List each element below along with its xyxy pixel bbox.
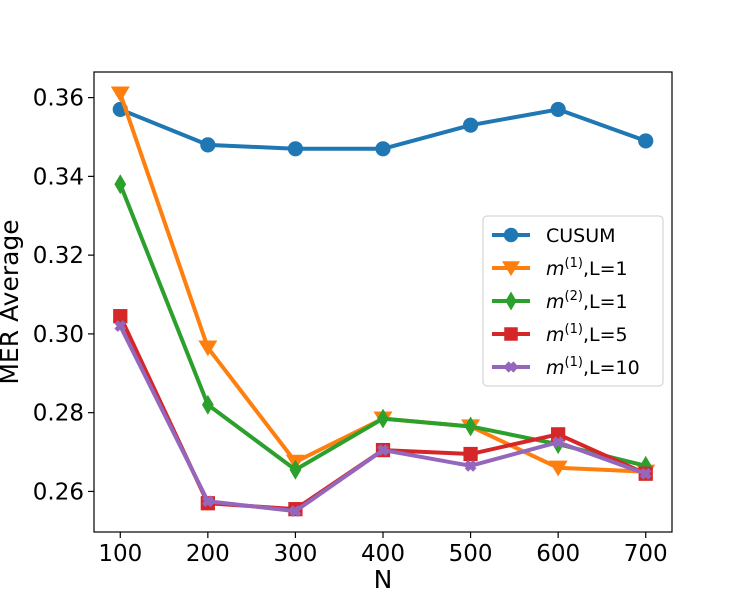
legend-box [482, 215, 664, 387]
data-point [464, 459, 477, 472]
data-point [462, 117, 479, 133]
data-point [548, 460, 568, 477]
x-tick-label: 400 [361, 541, 405, 567]
data-point [289, 505, 302, 518]
data-point [375, 141, 391, 157]
y-tick-label: 0.36 [33, 86, 84, 112]
legend-label: m(1),L=1 [546, 256, 628, 280]
legend-label: m(2),L=1 [546, 289, 628, 313]
data-point [639, 467, 652, 480]
series-4 [114, 320, 652, 518]
data-point [198, 340, 218, 357]
legend-marker [505, 361, 517, 373]
legend-label: m(1),L=5 [546, 322, 628, 346]
data-point [552, 436, 565, 449]
x-axis-label: N [374, 565, 393, 594]
legend-marker [502, 261, 520, 277]
x-tick-label: 100 [98, 541, 142, 567]
data-point [377, 444, 389, 456]
x-tick-label: 600 [536, 541, 580, 567]
y-tick-label: 0.28 [33, 401, 84, 427]
x-tick-label: 200 [186, 541, 230, 567]
series-0 [112, 101, 654, 157]
legend-entry: CUSUM [492, 225, 616, 247]
data-point [114, 174, 127, 195]
data-point [110, 86, 130, 103]
legend-entry: m(1),L=1 [492, 256, 628, 280]
axes: 100 200 300 400 500 600 700 0.26 0.28 0.30 0.32 0.3… [33, 71, 673, 567]
series-layer [110, 86, 656, 518]
data-point [287, 141, 304, 157]
x-tick-label: 500 [449, 541, 493, 567]
data-point [201, 394, 214, 415]
data-point [638, 133, 654, 149]
legend-marker [503, 227, 519, 243]
data-point [464, 416, 477, 437]
data-point [550, 101, 566, 118]
y-tick-label: 0.34 [33, 164, 84, 190]
data-point [377, 408, 389, 429]
legend-label: m(1),L=10 [546, 355, 640, 379]
legend-entry: m(2),L=1 [492, 289, 628, 313]
data-point [463, 446, 478, 462]
x-tick-label: 700 [624, 541, 668, 567]
y-axis-label: MER Average [0, 219, 24, 384]
data-point [113, 309, 128, 324]
legend-entry: m(1),L=10 [492, 355, 640, 379]
data-point [200, 137, 216, 153]
legend-entry: m(1),L=5 [492, 322, 628, 346]
y-tick-label: 0.32 [33, 243, 84, 269]
data-point [114, 320, 127, 332]
y-tick-label: 0.26 [33, 479, 84, 505]
x-tick-label: 300 [273, 541, 317, 567]
legend-marker [505, 291, 517, 311]
legend-marker [504, 327, 518, 341]
data-point [289, 459, 302, 480]
data-point [201, 495, 214, 508]
legend: CUSUM m(1),L=1 m(2),L=1 m(1),L=5 m(1),L=10 [482, 215, 664, 387]
legend-label: CUSUM [546, 225, 616, 247]
y-tick-label: 0.30 [33, 322, 84, 348]
